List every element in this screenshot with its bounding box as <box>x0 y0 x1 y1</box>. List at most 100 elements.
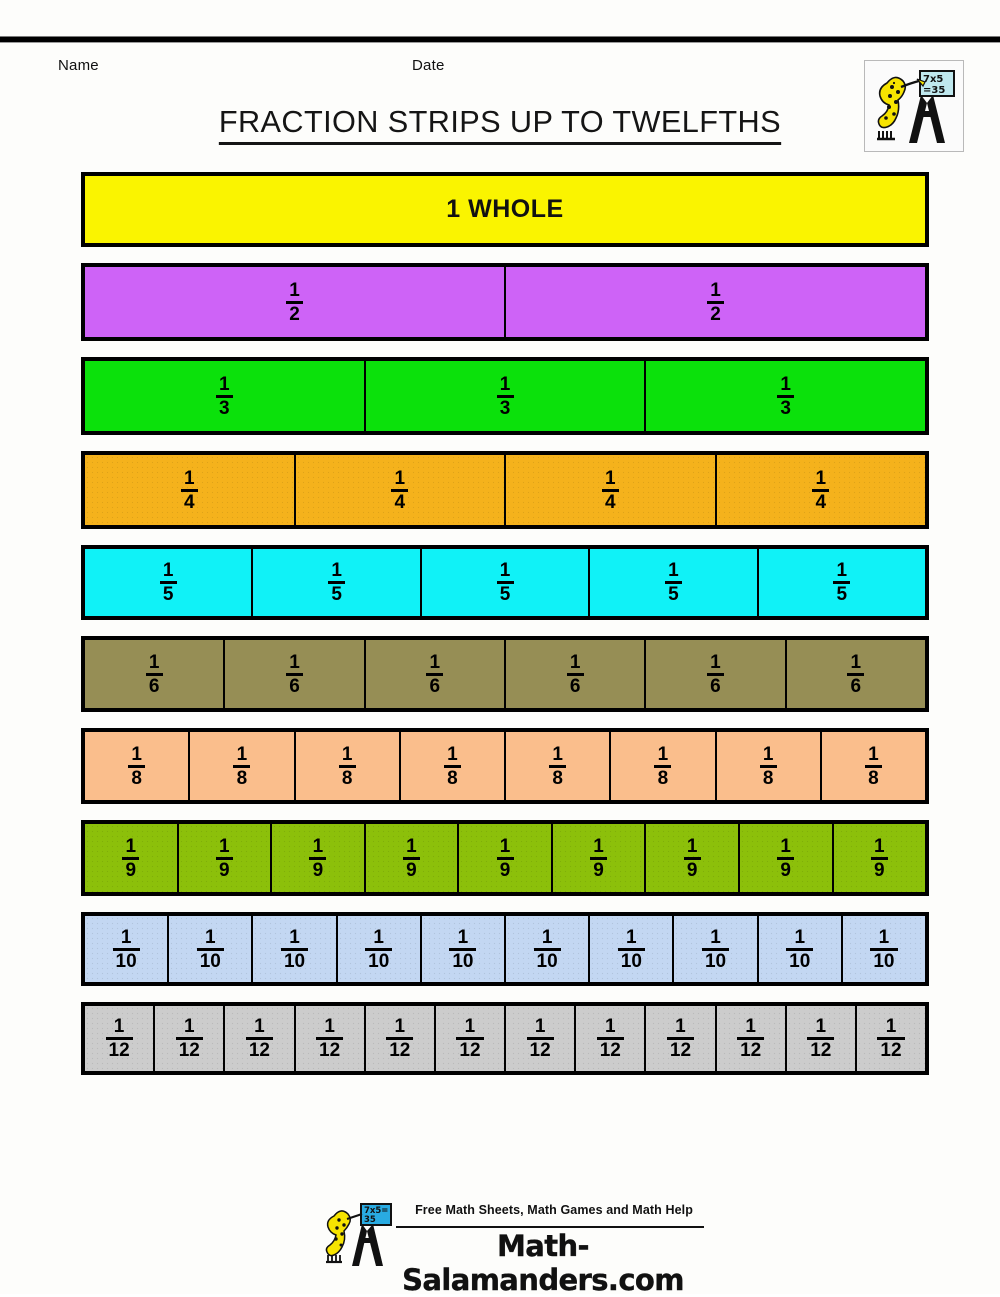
fraction-value: 1 10 <box>533 928 561 972</box>
fraction-bar <box>175 1037 203 1040</box>
fraction-denominator: 4 <box>183 491 195 513</box>
logo-board-line2: =35 <box>923 85 945 96</box>
fraction-numerator: 1 <box>710 279 721 301</box>
fraction-numerator: 1 <box>569 651 581 673</box>
fraction-bar <box>807 1037 835 1040</box>
fraction-strip-twelfths: 1 12 1 12 1 12 1 12 1 12 1 12 1 12 1 12 1 12 1 12 1 12 1 12 <box>81 1002 929 1075</box>
fraction-bar <box>870 856 888 860</box>
fraction-bar <box>590 856 608 860</box>
fraction-numerator: 1 <box>120 926 132 948</box>
fraction-numerator: 1 <box>675 1016 686 1037</box>
fraction-numerator: 1 <box>312 835 324 857</box>
fraction-numerator: 1 <box>331 560 342 581</box>
fraction-bar <box>777 856 795 860</box>
fraction-numerator: 1 <box>205 926 216 948</box>
fraction-value: 1 10 <box>196 926 224 971</box>
fraction-bar <box>870 947 898 951</box>
fraction-value: 1 12 <box>666 1016 695 1060</box>
fraction-numerator: 1 <box>289 926 300 948</box>
fraction-cell-twelfths: 1 12 <box>856 1006 926 1071</box>
fraction-denominator: 6 <box>569 675 581 697</box>
fraction-denominator: 8 <box>131 767 142 789</box>
date-label: Date <box>412 57 445 74</box>
fraction-denominator: 8 <box>552 767 563 789</box>
fraction-numerator: 1 <box>873 835 885 857</box>
fraction-bar <box>707 300 724 304</box>
fraction-cell-tenths: 1 10 <box>506 916 591 982</box>
fraction-bar <box>706 672 724 676</box>
fraction-denominator: 12 <box>459 1040 481 1061</box>
fraction-value: 1 10 <box>617 926 645 971</box>
fraction-value: 1 10 <box>786 928 814 971</box>
fraction-bar <box>112 947 140 951</box>
fraction-strips-container: 1 WHOLE 1 2 1 2 1 3 1 3 1 3 1 4 1 4 1 4 1 4 1 5 1 5 1 5 1 5 1 5 1 6 1 6 1… <box>81 172 929 1091</box>
fraction-denominator: 4 <box>815 491 827 513</box>
fraction-denominator: 9 <box>686 859 698 881</box>
fraction-numerator: 1 <box>406 835 417 857</box>
fraction-bar <box>601 488 619 492</box>
fraction-denominator: 2 <box>289 303 300 325</box>
fraction-numerator: 1 <box>113 1016 125 1037</box>
fraction-cell-tenths: 1 10 <box>253 916 338 982</box>
fraction-denominator: 5 <box>499 584 511 605</box>
fraction-numerator: 1 <box>552 743 563 765</box>
fraction-value: 1 10 <box>280 926 309 971</box>
fraction-value: 1 12 <box>105 1016 133 1060</box>
fraction-bar <box>654 764 672 768</box>
fraction-cell-twelfths: 1 12 <box>716 1006 787 1071</box>
fraction-cell-twelfths: 1 12 <box>646 1006 717 1071</box>
fraction-cell-tenths: 1 10 <box>169 916 254 982</box>
fraction-denominator: 9 <box>499 859 511 881</box>
fraction-denominator: 10 <box>368 950 390 972</box>
fraction-bar <box>426 672 444 676</box>
fraction-value: 1 12 <box>316 1016 344 1060</box>
fraction-value: 1 12 <box>245 1017 273 1060</box>
fraction-value: 1 12 <box>877 1017 905 1060</box>
fraction-bar <box>566 672 584 676</box>
fraction-numerator: 1 <box>183 1016 195 1037</box>
fraction-numerator: 1 <box>534 1016 546 1037</box>
fraction-bar <box>456 1037 484 1040</box>
fraction-denominator: 6 <box>710 675 721 697</box>
fraction-denominator: 10 <box>704 950 727 972</box>
fraction-denominator: 9 <box>125 859 137 881</box>
logo-board-line1: 7x5 <box>923 74 943 85</box>
fraction-bar <box>105 1037 133 1040</box>
fraction-cell-twelfths: 1 12 <box>506 1006 577 1071</box>
footer-logo-board-line1: 7x5= <box>364 1206 388 1216</box>
fraction-numerator: 1 <box>324 1016 335 1037</box>
fraction-value: 1 12 <box>596 1017 624 1060</box>
fraction-value: 1 10 <box>701 928 730 972</box>
fraction-denominator: 5 <box>331 584 342 605</box>
fraction-denominator: 5 <box>668 584 679 605</box>
fraction-denominator: 10 <box>536 950 558 972</box>
fraction-numerator: 1 <box>626 926 637 948</box>
fraction-numerator: 1 <box>162 560 174 581</box>
footer-divider <box>396 1226 704 1228</box>
fraction-denominator: 4 <box>604 491 616 513</box>
fraction-bar <box>449 947 477 951</box>
fraction-numerator: 1 <box>394 467 406 489</box>
